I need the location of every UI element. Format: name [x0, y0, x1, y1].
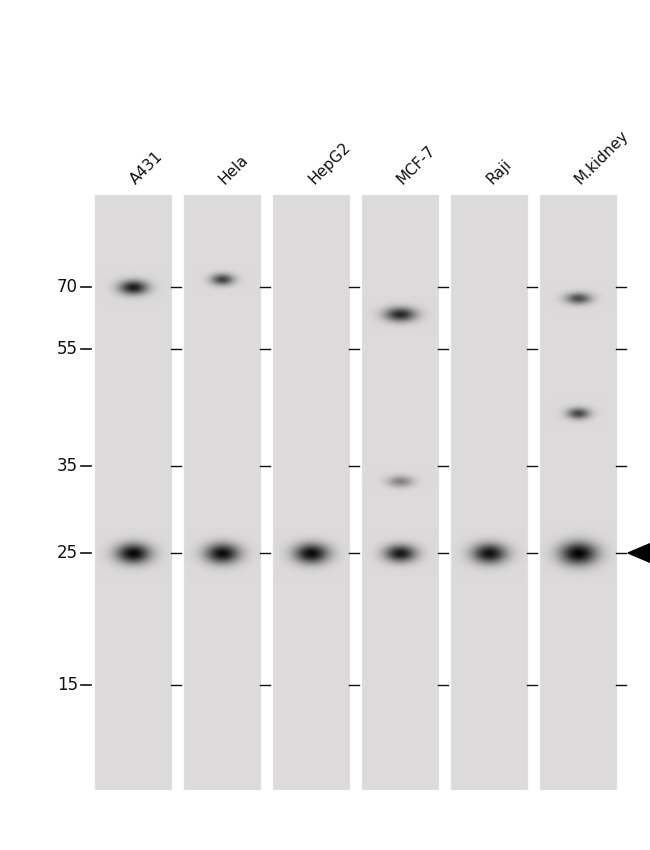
Text: 15: 15 — [57, 676, 78, 694]
Text: 25: 25 — [57, 544, 78, 562]
Text: Hela: Hela — [216, 152, 252, 187]
Text: HepG2: HepG2 — [306, 139, 353, 187]
Text: 35: 35 — [57, 457, 78, 475]
Text: M.kidney: M.kidney — [573, 128, 632, 187]
Text: 70: 70 — [57, 278, 78, 296]
Text: Raji: Raji — [484, 156, 514, 187]
Text: 55: 55 — [57, 340, 78, 358]
Polygon shape — [628, 542, 650, 564]
Text: MCF-7: MCF-7 — [395, 143, 439, 187]
Text: A431: A431 — [127, 149, 166, 187]
